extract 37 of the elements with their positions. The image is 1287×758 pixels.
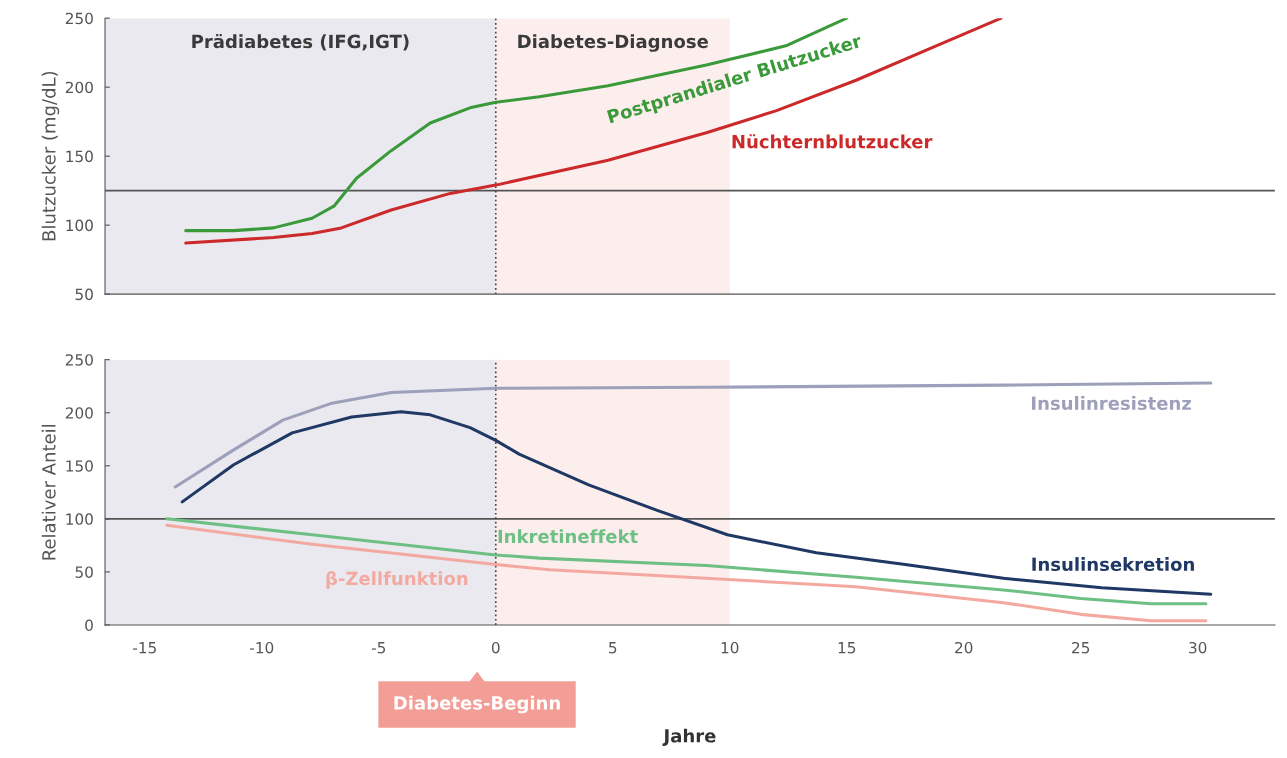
line-series — [180, 410, 1213, 596]
line-series — [165, 523, 1208, 623]
x-tick-label: 20 — [955, 641, 973, 654]
series-label: Inkretineffekt — [498, 529, 638, 544]
y-tick-label: 100 — [66, 513, 93, 525]
band-label: Diabetes-Diagnose — [518, 34, 708, 52]
y-tick-label: 150 — [66, 150, 93, 163]
y-tick-label: 250 — [65, 12, 93, 25]
line-series — [173, 381, 1213, 489]
x-tick-label: 25 — [1072, 641, 1090, 654]
x-tick-label: 10 — [721, 641, 739, 654]
y-axis-title: Blutzucker (mg/dL) — [41, 71, 60, 241]
x-tick-label: -5 — [371, 642, 386, 654]
y-tick-label: 250 — [65, 354, 93, 366]
y-tick-label: 150 — [66, 460, 93, 472]
y-tick-label: 50 — [75, 288, 93, 301]
series-label: Insulinresistenz — [1032, 396, 1191, 411]
x-axis-title: Jahre — [662, 728, 716, 746]
text: Diabetes-Beginn — [394, 695, 560, 714]
x-tick-label: 5 — [609, 642, 617, 654]
y-axis-title: Relativer Anteil — [41, 425, 56, 560]
line-series — [165, 517, 1208, 606]
y-tick-label: 100 — [66, 219, 93, 232]
y-tick-label: 50 — [75, 566, 93, 578]
x-tick-label: -10 — [250, 641, 274, 654]
y-tick-label: 200 — [65, 407, 93, 419]
line-series — [184, 18, 1003, 245]
x-tick-label: 30 — [1189, 641, 1207, 654]
series-label: Nüchternblutzucker — [732, 134, 933, 149]
x-tick-label: 15 — [838, 642, 856, 654]
x-tick-label: 0 — [491, 641, 500, 654]
y-tick-label: 0 — [85, 619, 93, 631]
series-label: Insulinsekretion — [1032, 557, 1194, 572]
series-label: β-Zellfunktion — [326, 571, 468, 589]
x-tick-label: -15 — [133, 642, 156, 654]
band-label: Prädiabetes (IFG,IGT) — [192, 34, 409, 51]
y-tick-label: 200 — [65, 81, 93, 94]
